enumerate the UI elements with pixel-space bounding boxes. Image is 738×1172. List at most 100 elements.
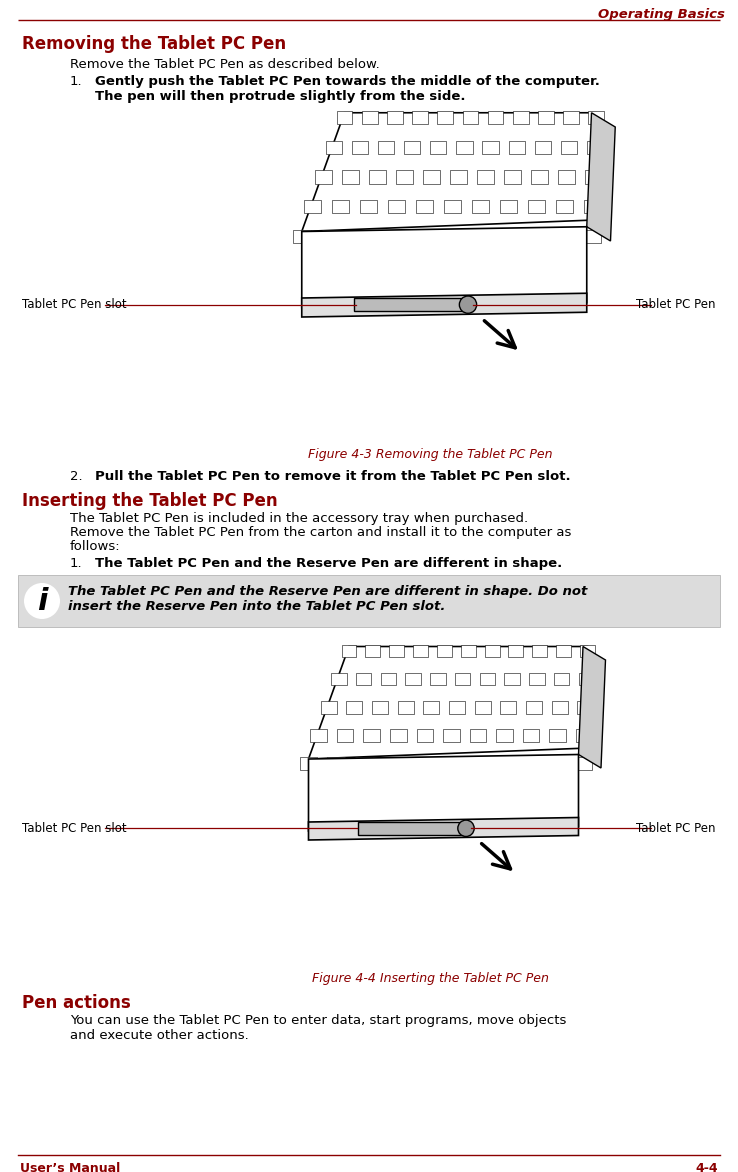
Polygon shape xyxy=(480,673,495,686)
Polygon shape xyxy=(331,673,347,686)
Polygon shape xyxy=(303,200,321,213)
Text: 1.: 1. xyxy=(70,75,83,88)
Text: User’s Manual: User’s Manual xyxy=(20,1161,120,1172)
Polygon shape xyxy=(532,645,548,657)
Polygon shape xyxy=(351,230,369,243)
Polygon shape xyxy=(438,230,455,243)
Polygon shape xyxy=(354,298,468,312)
Text: Tablet PC Pen: Tablet PC Pen xyxy=(636,298,716,311)
Polygon shape xyxy=(359,200,377,213)
Polygon shape xyxy=(302,293,587,316)
Text: Remove the Tablet PC Pen as described below.: Remove the Tablet PC Pen as described be… xyxy=(70,57,380,71)
Polygon shape xyxy=(398,701,414,714)
Polygon shape xyxy=(444,200,461,213)
Polygon shape xyxy=(531,170,548,184)
Polygon shape xyxy=(563,111,579,124)
Polygon shape xyxy=(325,141,342,154)
Polygon shape xyxy=(549,729,566,742)
Polygon shape xyxy=(504,170,521,184)
Polygon shape xyxy=(554,230,571,243)
Polygon shape xyxy=(293,230,311,243)
Polygon shape xyxy=(579,647,605,768)
Polygon shape xyxy=(337,111,352,124)
Polygon shape xyxy=(337,729,354,742)
Text: 2.: 2. xyxy=(70,470,83,483)
Polygon shape xyxy=(390,729,407,742)
Polygon shape xyxy=(372,701,388,714)
Polygon shape xyxy=(574,757,592,770)
Polygon shape xyxy=(520,757,537,770)
Polygon shape xyxy=(466,230,485,243)
Polygon shape xyxy=(379,230,398,243)
Polygon shape xyxy=(526,701,542,714)
Polygon shape xyxy=(538,111,554,124)
Polygon shape xyxy=(342,645,356,657)
Circle shape xyxy=(24,582,60,619)
Polygon shape xyxy=(346,701,362,714)
Polygon shape xyxy=(412,111,428,124)
Polygon shape xyxy=(461,645,476,657)
Polygon shape xyxy=(438,111,453,124)
Polygon shape xyxy=(342,170,359,184)
Polygon shape xyxy=(483,141,499,154)
Polygon shape xyxy=(387,200,405,213)
Polygon shape xyxy=(475,701,491,714)
Text: Gently push the Tablet PC Pen towards the middle of the computer.: Gently push the Tablet PC Pen towards th… xyxy=(95,75,600,88)
Polygon shape xyxy=(582,230,601,243)
Text: Tablet PC Pen slot: Tablet PC Pen slot xyxy=(22,822,127,834)
Text: Remove the Tablet PC Pen from the carton and install it to the computer as: Remove the Tablet PC Pen from the carton… xyxy=(70,526,571,539)
Polygon shape xyxy=(356,673,371,686)
Text: You can use the Tablet PC Pen to enter data, start programs, move objects: You can use the Tablet PC Pen to enter d… xyxy=(70,1014,566,1027)
Polygon shape xyxy=(492,757,509,770)
Polygon shape xyxy=(355,757,372,770)
Text: Tablet PC Pen: Tablet PC Pen xyxy=(636,822,716,834)
Polygon shape xyxy=(413,645,428,657)
Polygon shape xyxy=(456,141,472,154)
Polygon shape xyxy=(513,111,528,124)
Circle shape xyxy=(459,297,477,313)
Polygon shape xyxy=(415,200,433,213)
Polygon shape xyxy=(576,729,593,742)
Polygon shape xyxy=(308,755,579,831)
Polygon shape xyxy=(547,757,564,770)
Polygon shape xyxy=(358,822,466,834)
Polygon shape xyxy=(450,170,467,184)
Polygon shape xyxy=(500,200,517,213)
Polygon shape xyxy=(382,757,399,770)
Text: Pull the Tablet PC Pen to remove it from the Tablet PC Pen slot.: Pull the Tablet PC Pen to remove it from… xyxy=(95,470,570,483)
FancyBboxPatch shape xyxy=(18,575,720,627)
Polygon shape xyxy=(302,226,587,307)
Polygon shape xyxy=(472,200,489,213)
Polygon shape xyxy=(556,200,573,213)
Polygon shape xyxy=(504,673,520,686)
Polygon shape xyxy=(437,645,452,657)
Polygon shape xyxy=(463,111,478,124)
Polygon shape xyxy=(449,701,465,714)
Polygon shape xyxy=(409,230,427,243)
Text: Tablet PC Pen slot: Tablet PC Pen slot xyxy=(22,298,127,311)
Polygon shape xyxy=(551,701,568,714)
Polygon shape xyxy=(308,818,579,840)
Polygon shape xyxy=(585,170,602,184)
Polygon shape xyxy=(404,141,421,154)
Polygon shape xyxy=(559,170,575,184)
Text: The pen will then protrude slightly from the side.: The pen will then protrude slightly from… xyxy=(95,90,466,103)
Text: Figure 4-4 Inserting the Tablet PC Pen: Figure 4-4 Inserting the Tablet PC Pen xyxy=(311,972,548,984)
Polygon shape xyxy=(424,701,439,714)
Text: insert the Reserve Pen into the Tablet PC Pen slot.: insert the Reserve Pen into the Tablet P… xyxy=(68,600,445,613)
Polygon shape xyxy=(310,729,327,742)
Polygon shape xyxy=(387,111,403,124)
Polygon shape xyxy=(430,141,446,154)
Polygon shape xyxy=(381,673,396,686)
Polygon shape xyxy=(328,757,345,770)
Polygon shape xyxy=(577,701,593,714)
Text: Figure 4-3 Removing the Tablet PC Pen: Figure 4-3 Removing the Tablet PC Pen xyxy=(308,448,552,461)
Text: and execute other actions.: and execute other actions. xyxy=(70,1029,249,1042)
Polygon shape xyxy=(389,645,404,657)
Polygon shape xyxy=(500,701,517,714)
Polygon shape xyxy=(321,701,337,714)
Polygon shape xyxy=(584,200,601,213)
Text: The Tablet PC Pen and the Reserve Pen are different in shape. Do not: The Tablet PC Pen and the Reserve Pen ar… xyxy=(68,585,587,598)
Polygon shape xyxy=(363,729,380,742)
Polygon shape xyxy=(378,141,394,154)
